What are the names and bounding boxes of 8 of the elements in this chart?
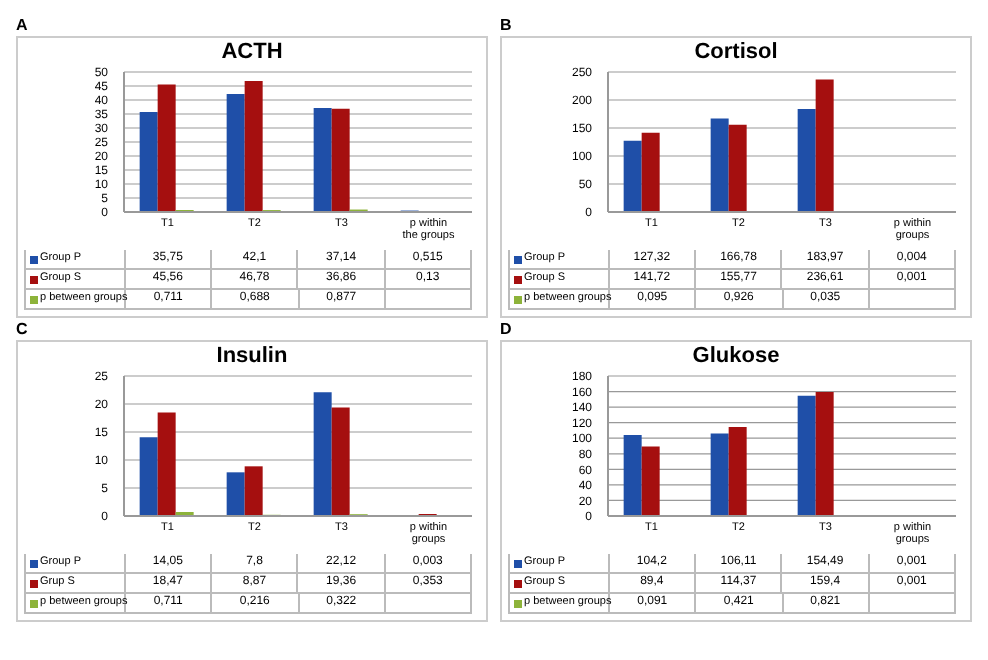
chart-title: Insulin: [214, 344, 290, 370]
text: C: [16, 320, 30, 340]
chart-title: Cortisol: [692, 40, 780, 66]
chart-title: Glukose: [690, 344, 782, 370]
text: B: [500, 16, 514, 36]
text: A: [16, 16, 30, 36]
chart-title: ACTH: [219, 40, 285, 66]
text: D: [500, 320, 514, 340]
